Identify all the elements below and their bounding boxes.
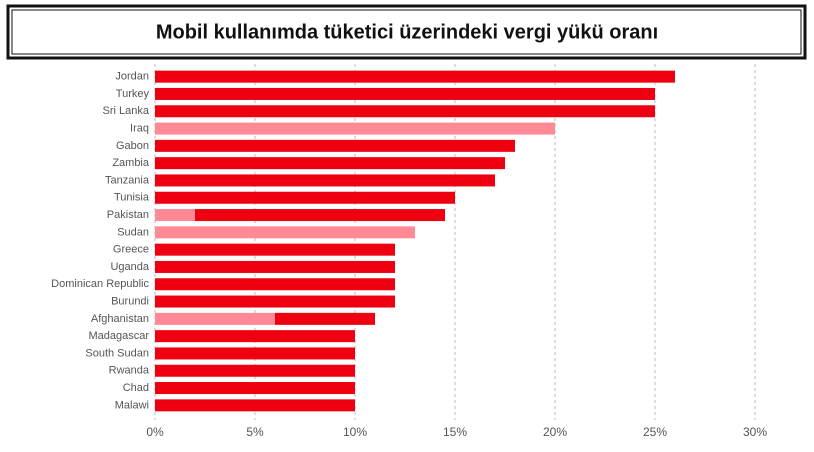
bar (155, 70, 675, 83)
bar (155, 347, 355, 360)
y-tick-label: Chad (123, 382, 149, 394)
y-tick-label: Burundi (111, 295, 149, 307)
x-tick-label: 30% (743, 425, 767, 439)
y-tick-label: Rwanda (109, 365, 150, 377)
bar (155, 105, 655, 118)
bar (155, 122, 555, 135)
x-tick-label: 20% (543, 425, 567, 439)
bar (195, 209, 445, 222)
bar (155, 174, 495, 187)
bar (155, 399, 355, 412)
bar (155, 226, 415, 239)
y-tick-label: Sri Lanka (103, 105, 150, 117)
x-tick-label: 25% (643, 425, 667, 439)
bar (155, 191, 455, 204)
bar (155, 209, 195, 222)
y-tick-label: Gabon (116, 140, 149, 152)
y-tick-label: Uganda (110, 261, 149, 273)
y-tick-label: Dominican Republic (51, 278, 149, 290)
title-box (6, 4, 807, 60)
bar (155, 295, 395, 308)
bar (155, 87, 655, 100)
y-tick-label: Afghanistan (91, 313, 149, 325)
bar (155, 312, 275, 325)
y-tick-label: Greece (113, 244, 149, 256)
x-tick-label: 0% (146, 425, 164, 439)
y-tick-label: Tanzania (105, 174, 150, 186)
bar (155, 364, 355, 377)
bar (155, 260, 395, 273)
y-tick-label: Zambia (112, 157, 150, 169)
title-box-inner (11, 9, 802, 55)
bar (275, 312, 375, 325)
y-tick-label: Tunisia (114, 192, 150, 204)
y-tick-label: Malawi (115, 399, 149, 411)
bar (155, 243, 395, 256)
x-tick-label: 10% (343, 425, 367, 439)
bar (155, 139, 515, 152)
y-tick-label: Iraq (130, 122, 149, 134)
x-tick-label: 5% (246, 425, 264, 439)
y-tick-label: Turkey (116, 88, 150, 100)
bar (155, 157, 505, 170)
x-tick-label: 15% (443, 425, 467, 439)
y-tick-label: Pakistan (107, 209, 149, 221)
bar (155, 330, 355, 343)
y-tick-label: Sudan (117, 226, 149, 238)
y-tick-label: Madagascar (88, 330, 149, 342)
y-tick-label: Jordan (115, 71, 149, 83)
chart-title: Mobil kullanımda tüketici üzerindeki ver… (156, 21, 658, 43)
bar (155, 278, 395, 291)
bar (155, 382, 355, 395)
y-tick-label: South Sudan (85, 347, 149, 359)
